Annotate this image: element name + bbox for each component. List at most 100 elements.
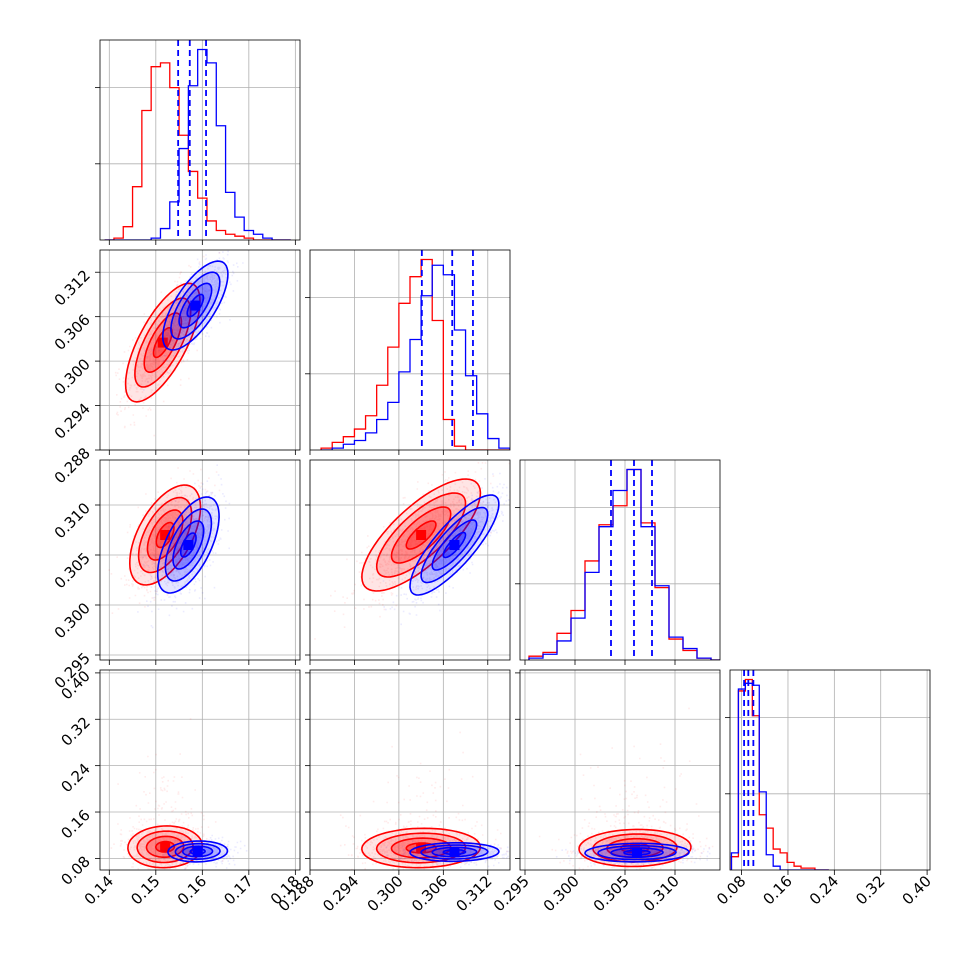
pair-layer-4 [339, 731, 510, 870]
pair-panel-1-2 [305, 459, 511, 665]
contour-red [361, 827, 482, 869]
contour-blue [584, 842, 690, 863]
peak-marker-blue [183, 540, 194, 550]
contour-blue [442, 531, 467, 559]
peak-marker-blue [632, 847, 642, 858]
pair-panel-2-3 [515, 669, 721, 875]
panel-frame [99, 669, 301, 871]
hist-panel-3 [725, 669, 931, 875]
peak-marker-red [416, 842, 427, 853]
pair-layer-2 [314, 462, 510, 640]
pair-panel-0-2 [95, 459, 301, 665]
hist-blue-0 [104, 48, 291, 240]
contour-red [361, 478, 482, 592]
xtick-label-3-2: 0.24 [806, 872, 842, 908]
xtick-label-0-0: 0.14 [81, 872, 117, 908]
panel-frame [99, 249, 301, 451]
hist-red-0 [104, 62, 291, 240]
contour-blue [186, 293, 205, 318]
contour-blue [597, 844, 677, 861]
pair-layer-0 [114, 250, 250, 437]
contour-blue [420, 506, 489, 584]
contour-blue [409, 842, 500, 863]
hist-panel-2 [515, 459, 721, 665]
xtick-label-0-3: 0.17 [220, 872, 256, 908]
scatter-points-red [538, 707, 714, 870]
pair-layer-1 [108, 464, 231, 629]
hist-blue-2 [528, 468, 720, 660]
ytick-label-3-1: 0.16 [57, 806, 93, 842]
ytick-label-2-2: 0.305 [51, 549, 94, 592]
xtick-label-0-2: 0.16 [174, 872, 210, 908]
xtick-label-3-3: 0.32 [852, 872, 888, 908]
contour-blue [167, 840, 229, 863]
ytick-label-3-3: 0.32 [57, 713, 93, 749]
xtick-label-2-1: 0.300 [540, 872, 583, 915]
panel-frame [519, 459, 721, 661]
contour-blue [170, 271, 221, 340]
scatter-points-red [314, 462, 510, 640]
xtick-label-2-2: 0.305 [590, 872, 633, 915]
peak-marker-red [160, 530, 171, 540]
hist-red-2 [528, 468, 720, 660]
pair-layer-5 [538, 707, 714, 870]
contour-red [390, 506, 452, 564]
contour-blue [178, 282, 213, 329]
xtick-label-2-3: 0.310 [640, 872, 683, 915]
contour-red [145, 835, 185, 858]
peak-marker-blue [449, 540, 460, 550]
contour-blue [156, 496, 220, 594]
xtick-label-1-2: 0.300 [364, 872, 407, 915]
ytick-label-1-1: 0.294 [51, 400, 94, 443]
contour-blue [174, 842, 221, 861]
xtick-label-2-0: 0.295 [490, 872, 533, 915]
pair-panel-1-3-bg [310, 670, 510, 870]
hist-panel-0-bg [100, 40, 300, 240]
xtick-label-3-0: 0.08 [713, 872, 749, 908]
ytick-label-1-2: 0.300 [51, 355, 94, 398]
ytick-label-3-0: 0.08 [57, 853, 93, 889]
ytick-label-1-0: 0.288 [51, 444, 94, 487]
peak-marker-blue [449, 847, 460, 858]
hist-red-1 [320, 258, 510, 450]
xtick-label-0-1: 0.15 [127, 872, 163, 908]
pair-panel-1-3 [305, 669, 511, 875]
panel-frame [309, 459, 511, 661]
peak-marker-red [416, 530, 427, 540]
pair-panel-2-3-bg [520, 670, 720, 870]
hist-blue-1 [321, 264, 510, 450]
contour-blue [164, 508, 213, 582]
contour-red [127, 825, 204, 869]
contour-red [155, 521, 175, 549]
peak-marker-blue [190, 300, 201, 311]
scatter-points-red [110, 718, 229, 870]
peak-marker-red [160, 841, 171, 852]
xtick-label-3-1: 0.16 [759, 872, 795, 908]
panel-frame [309, 669, 511, 871]
contour-blue [431, 519, 478, 571]
contour-red [136, 830, 194, 864]
contour-blue [172, 520, 205, 570]
hist-panel-0 [95, 39, 301, 245]
xtick-label-1-1: 0.294 [319, 872, 362, 915]
panel-frame [99, 39, 301, 241]
ytick-label-2-1: 0.300 [51, 599, 94, 642]
contour-red [405, 520, 437, 550]
contour-red [375, 832, 467, 864]
xtick-label-3-4: 0.40 [899, 872, 935, 908]
contour-red [155, 840, 176, 853]
pair-panel-0-3 [95, 669, 301, 875]
ytick-label-1-3: 0.306 [51, 311, 94, 354]
ytick-label-3-2: 0.24 [57, 760, 93, 796]
hist-panel-2-bg [520, 460, 720, 660]
hist-blue-3 [730, 682, 829, 870]
contour-blue [161, 260, 229, 351]
peak-marker-blue [192, 846, 203, 857]
contour-red [578, 828, 692, 868]
ytick-label-2-3: 0.310 [51, 499, 94, 542]
ytick-label-1-4: 0.312 [51, 266, 94, 309]
hist-panel-1 [305, 249, 511, 455]
contour-red [124, 282, 201, 403]
contour-blue [420, 844, 489, 860]
